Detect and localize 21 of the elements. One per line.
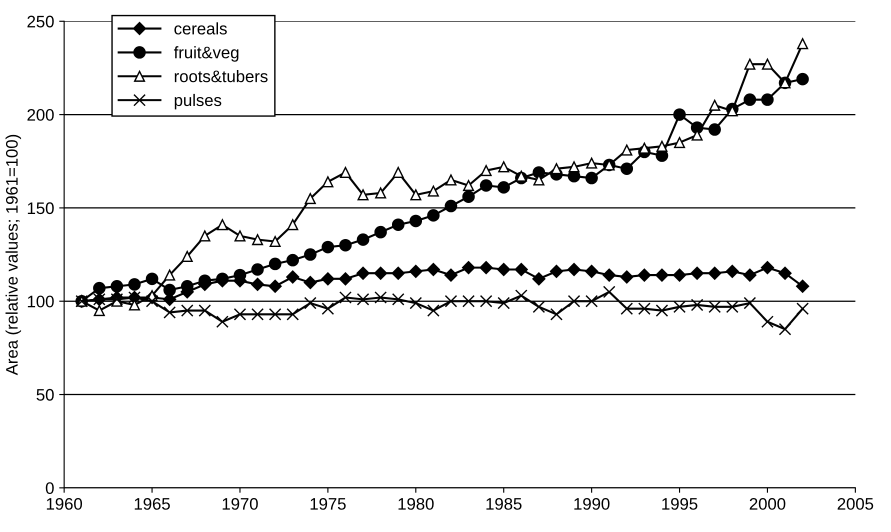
y-tick-label: 100 xyxy=(28,296,54,308)
y-axis-title: Area (relative values; 1961=100) xyxy=(6,134,22,376)
x-tick-label: 2005 xyxy=(838,498,874,510)
y-tick-label: 250 xyxy=(27,16,54,28)
x-tick-label: 1990 xyxy=(574,498,610,510)
x-tick-label: 1975 xyxy=(310,498,346,510)
x-tick-label: 1995 xyxy=(662,498,698,510)
legend-label: roots&tubers xyxy=(174,70,268,82)
legend-label: fruit&veg xyxy=(174,46,238,62)
x-tick-label: 1960 xyxy=(46,498,82,510)
y-tick-label: 150 xyxy=(28,202,54,214)
x-tick-label: 1985 xyxy=(486,498,522,510)
y-tick-label: 50 xyxy=(36,388,54,401)
y-tick-label: 0 xyxy=(46,482,54,494)
legend-label: cereals xyxy=(174,22,227,35)
x-tick-label: 2000 xyxy=(750,498,786,510)
x-tick-label: 1980 xyxy=(398,498,434,510)
y-tick-label: 200 xyxy=(27,108,54,121)
legend-label: pulses xyxy=(174,94,222,110)
x-tick-label: 1965 xyxy=(134,498,170,510)
x-tick-label: 1970 xyxy=(222,498,258,510)
